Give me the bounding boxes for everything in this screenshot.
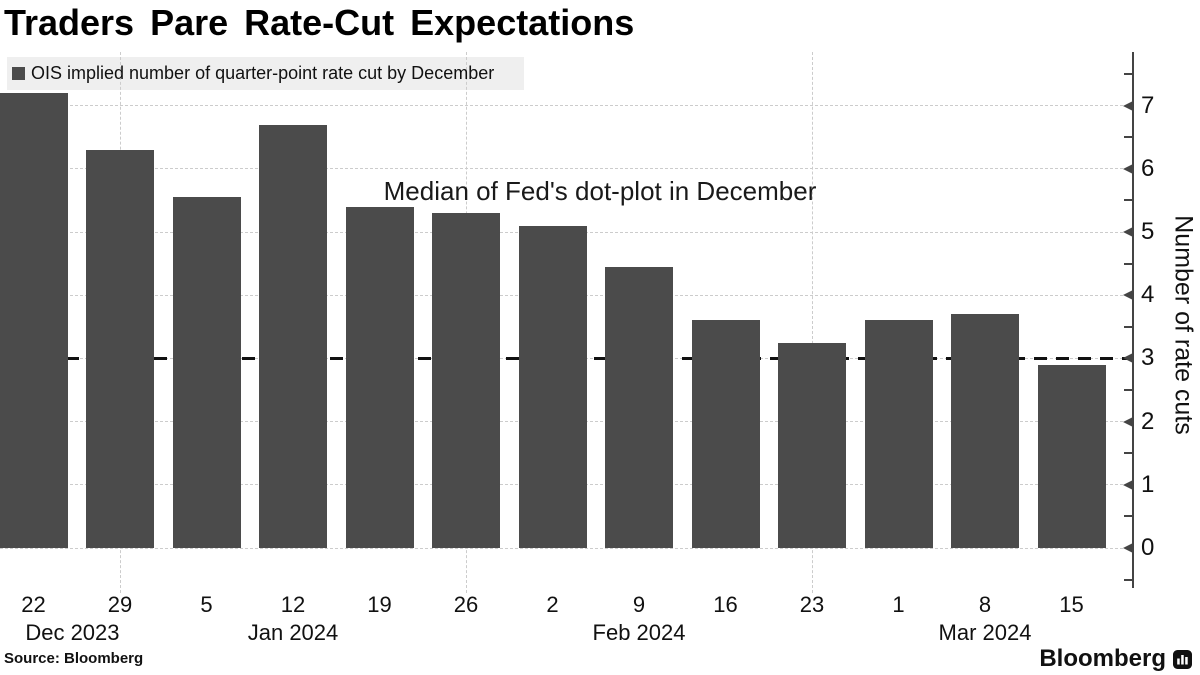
- x-tick-label-feb-9-2024: 9: [632, 592, 646, 617]
- y-tick-2: [1123, 416, 1133, 427]
- y-tick-0: [1123, 543, 1133, 553]
- source-note: Source: Bloomberg: [4, 650, 144, 667]
- bar-mar-15-2024: [1037, 364, 1106, 548]
- y-minor-tick: [1124, 199, 1132, 202]
- legend-label: OIS implied number of quarter-point rate…: [31, 63, 495, 83]
- bar-dec-29-2023: [86, 149, 154, 548]
- bar-feb-23-2024: [778, 342, 846, 548]
- x-month-label-mar-2024: Mar 2024: [938, 620, 1032, 645]
- bar-jan-19-2024: [345, 206, 414, 548]
- bar-jan-5-2024: [172, 197, 241, 548]
- bloomberg-brand: Bloomberg: [1039, 645, 1192, 673]
- y-axis-line: [1132, 52, 1134, 588]
- bar-jan-26-2024: [432, 213, 500, 548]
- x-month-label-dec-2023: Dec 2023: [25, 620, 120, 645]
- h-gridline-6: [0, 168, 1133, 170]
- h-gridline-7: [0, 105, 1133, 107]
- y-tick-6: [1123, 163, 1133, 174]
- chart-title: Traders Pare Rate-Cut Expectations: [4, 2, 635, 43]
- y-axis-title: Number of rate cuts: [1169, 215, 1198, 435]
- y-tick-label-7: 7: [1141, 91, 1155, 119]
- y-tick-1: [1123, 479, 1133, 490]
- bar-jan-12-2024: [259, 124, 327, 548]
- bar-feb-9-2024: [605, 266, 673, 548]
- bar-feb-2-2024: [518, 225, 587, 548]
- x-tick-label-jan-19-2024: 19: [367, 592, 392, 617]
- y-minor-tick: [1124, 136, 1132, 139]
- y-tick-label-1: 1: [1141, 470, 1155, 498]
- bloomberg-wordmark: Bloomberg: [1039, 645, 1166, 672]
- v-gridline-Feb 23 2024: [811, 52, 813, 593]
- x-tick-label-jan-5-2024: 5: [200, 592, 213, 617]
- bar-chart-icon: [1173, 649, 1192, 669]
- y-tick-label-2: 2: [1141, 407, 1155, 435]
- x-tick-label-feb-23-2024: 23: [799, 592, 825, 617]
- y-tick-5: [1123, 227, 1133, 237]
- y-tick-label-5: 5: [1141, 218, 1155, 245]
- y-tick-label-4: 4: [1141, 281, 1155, 309]
- y-minor-tick: [1124, 515, 1132, 518]
- y-tick-3: [1123, 353, 1133, 364]
- x-tick-label-mar-8-2024: 8: [978, 592, 992, 617]
- x-tick-label-jan-26-2024: 26: [453, 592, 479, 617]
- x-tick-label-feb-2-2024: 2: [546, 592, 559, 617]
- x-tick-label-jan-12-2024: 12: [280, 592, 306, 617]
- y-minor-tick: [1124, 325, 1132, 328]
- x-month-label-feb-2024: Feb 2024: [592, 620, 686, 645]
- h-gridline-0: [0, 547, 1133, 549]
- x-tick-label-mar-1-2024: 1: [892, 592, 905, 617]
- y-tick-label-0: 0: [1141, 534, 1155, 561]
- y-minor-tick: [1124, 452, 1132, 455]
- dot-plot-annotation: Median of Fed's dot-plot in December: [383, 176, 817, 206]
- y-minor-tick: [1124, 389, 1132, 391]
- y-tick-4: [1123, 290, 1133, 301]
- y-tick-label-6: 6: [1141, 154, 1155, 182]
- legend: OIS implied number of quarter-point rate…: [12, 57, 494, 90]
- bar-dec-22-2023: [0, 92, 68, 548]
- y-minor-tick: [1124, 262, 1132, 265]
- x-tick-label-feb-16-2024: 16: [713, 592, 738, 617]
- bar-mar-1-2024: [864, 320, 933, 548]
- y-tick-label-3: 3: [1141, 344, 1155, 372]
- y-tick-7: [1123, 100, 1133, 111]
- x-tick-label-dec-22-2023: 22: [21, 592, 46, 617]
- legend-background: [7, 57, 524, 90]
- y-minor-tick: [1124, 73, 1132, 75]
- bar-feb-16-2024: [691, 320, 760, 548]
- legend-swatch-icon: [12, 67, 25, 80]
- x-tick-label-mar-15-2024: 15: [1059, 592, 1084, 617]
- bar-mar-8-2024: [951, 314, 1019, 548]
- x-month-label-jan-2024: Jan 2024: [247, 620, 339, 645]
- x-tick-label-dec-29-2023: 29: [107, 592, 133, 617]
- y-minor-tick: [1124, 578, 1132, 581]
